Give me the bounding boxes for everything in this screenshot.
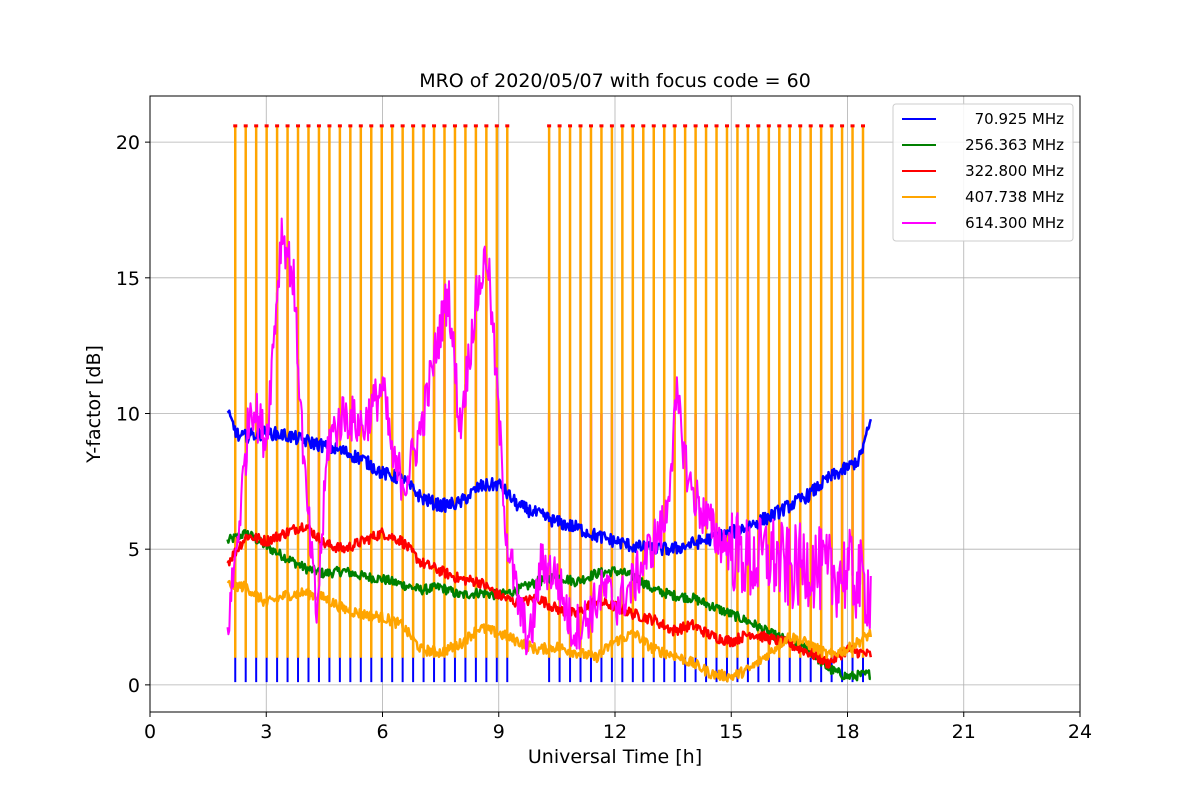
- x-tick-label: 18: [835, 721, 859, 743]
- y-tick-label: 5: [128, 539, 140, 561]
- series-line: [226, 217, 872, 656]
- series-line: [226, 522, 873, 669]
- x-tick-label: 12: [603, 721, 627, 743]
- legend-label: 407.738 MHz: [965, 188, 1064, 206]
- x-tick-label: 3: [260, 721, 272, 743]
- series-lines: [226, 217, 873, 683]
- legend-label: 256.363 MHz: [965, 136, 1064, 154]
- axis-ticks: 0 3 6 9 12 15 18 21 24 0 5 10 15 20: [116, 132, 1092, 743]
- series-line: [226, 409, 873, 557]
- series-line: [226, 578, 873, 683]
- x-tick-label: 15: [719, 721, 743, 743]
- chart-title: MRO of 2020/05/07 with focus code = 60: [419, 70, 811, 92]
- legend-label: 70.925 MHz: [975, 110, 1064, 128]
- x-tick-label: 9: [493, 721, 505, 743]
- x-tick-label: 24: [1068, 721, 1092, 743]
- y-tick-label: 15: [116, 268, 140, 290]
- legend: 70.925 MHz 256.363 MHz 322.800 MHz 407.738 …: [892, 103, 1074, 242]
- x-tick-label: 6: [376, 721, 388, 743]
- y-axis-label: Y-factor [dB]: [83, 345, 105, 464]
- y-tick-label: 20: [116, 132, 140, 154]
- y-tick-label: 0: [128, 675, 140, 697]
- y-tick-label: 10: [116, 403, 140, 425]
- x-tick-label: 0: [144, 721, 156, 743]
- x-axis-label: Universal Time [h]: [528, 746, 702, 768]
- legend-box: [892, 103, 1074, 242]
- legend-label: 322.800 MHz: [965, 162, 1064, 180]
- legend-label: 614.300 MHz: [965, 214, 1064, 232]
- x-tick-label: 21: [952, 721, 976, 743]
